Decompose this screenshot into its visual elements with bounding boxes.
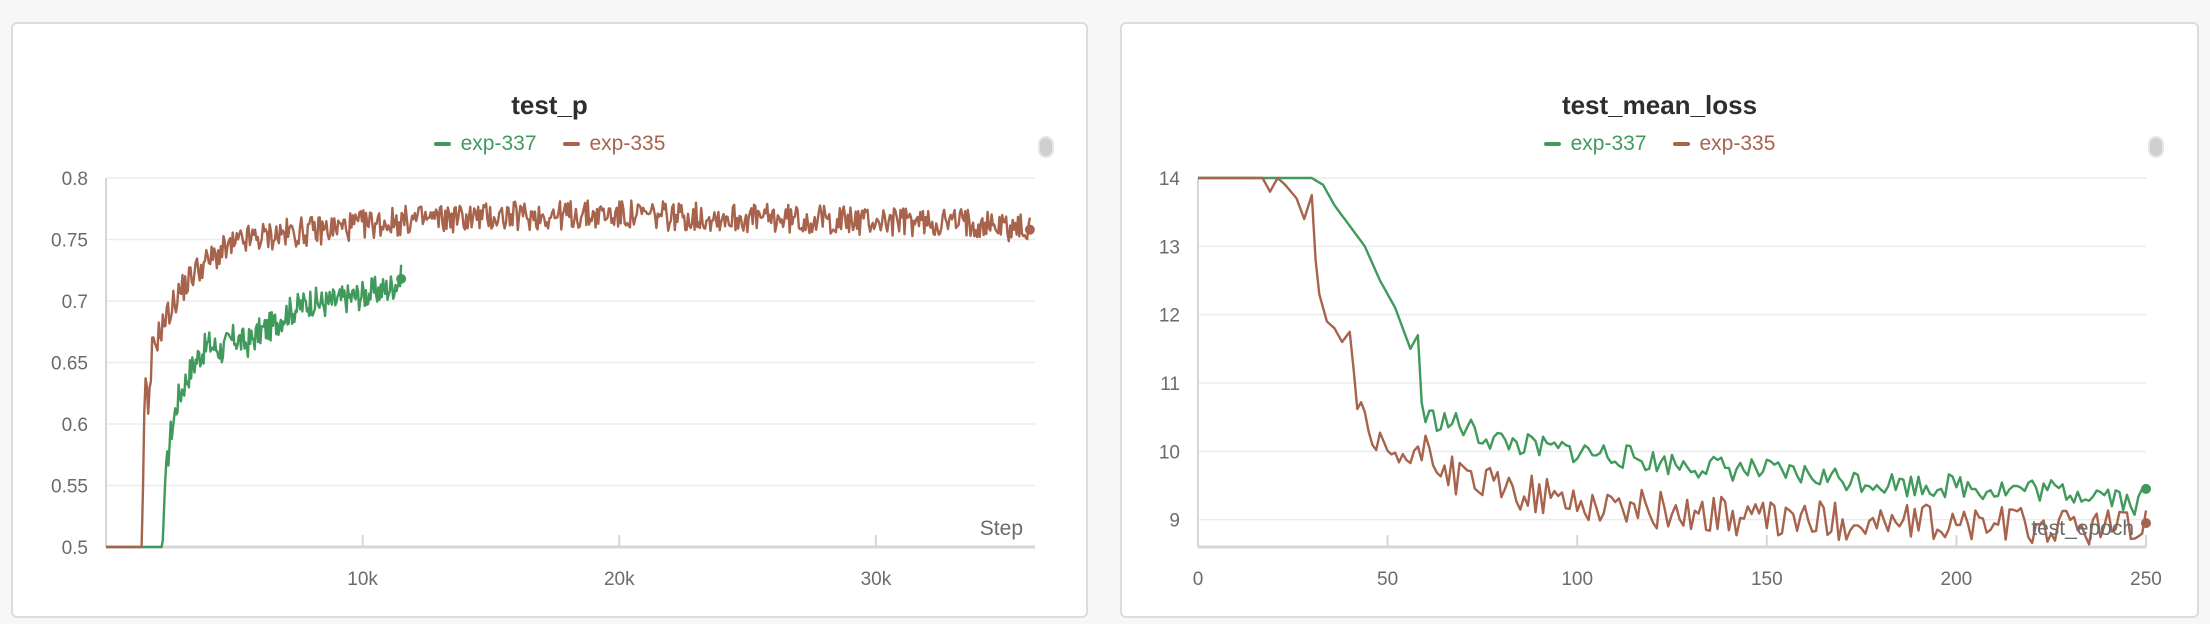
y-tick-label: 0.65 [51,354,88,375]
chart-panel-test-mean-loss[interactable]: test_mean_loss exp-337 exp-335 9 10 11 12 13… [1120,22,2199,618]
x-tick-label: 150 [1751,569,1783,590]
legend-scroll-handle[interactable] [1038,136,1054,158]
legend-label: exp-337 [1570,132,1647,155]
legend-item-exp-337[interactable]: exp-337 [433,132,537,156]
legend-item-exp-335[interactable]: exp-335 [1672,132,1776,156]
x-tick-label: 250 [2130,569,2162,590]
x-axis-label: test_epoch [2031,517,2134,540]
legend-swatch-exp-337 [433,142,451,146]
x-tick-label: 100 [1561,569,1593,590]
series-end-point-exp-335 [2141,518,2151,529]
y-tick-label: 0.75 [51,231,88,252]
x-tick-label: 0 [1193,569,1204,590]
series-end-point-exp-337 [396,273,407,284]
y-tick-label: 0.7 [62,292,88,313]
legend-scroll-handle[interactable] [2148,136,2164,158]
y-tick-label: 10 [1159,442,1180,463]
series-line-exp-335 [1198,176,2148,546]
legend-item-exp-337[interactable]: exp-337 [1543,132,1647,156]
x-tick-label: 10k [347,569,378,590]
chart-panel-test-p[interactable]: test_p exp-337 exp-335 0.5 0.55 0.6 0.65 0.7… [11,22,1088,618]
y-tick-label: 0.55 [51,477,88,498]
legend-item-exp-335[interactable]: exp-335 [562,132,666,156]
x-tick-label: 50 [1377,569,1398,590]
series-end-point-exp-337 [2141,483,2151,494]
y-tick-label: 13 [1159,237,1180,258]
chart-legend: exp-337 exp-335 [13,132,1086,156]
chart-legend: exp-337 exp-335 [1122,132,2197,156]
x-axis-label: Step [980,517,1023,540]
line-chart-test-p[interactable]: 0.5 0.55 0.6 0.65 0.7 0.75 0.8 10k 20k 30k Step [13,24,1088,618]
legend-label: exp-337 [460,132,537,155]
y-tick-label: 0.6 [62,415,88,436]
chart-title: test_p [511,90,588,120]
line-chart-test-mean-loss[interactable]: 9 10 11 12 13 14 0 50 100 150 200 250 test_epoch [1122,24,2199,618]
y-tick-label: 0.8 [62,169,88,190]
x-tick-label: 200 [1941,569,1973,590]
series-line-exp-337 [105,264,403,549]
series-line-exp-335 [106,199,1032,549]
x-tick-label: 30k [861,569,892,590]
legend-label: exp-335 [1699,132,1776,155]
y-tick-label: 11 [1160,374,1180,395]
y-tick-label: 14 [1159,169,1181,190]
series-end-point-exp-335 [1024,224,1035,235]
series-line-exp-337 [1198,176,2147,516]
legend-swatch-exp-337 [1543,142,1561,146]
chart-title: test_mean_loss [1561,90,1758,120]
x-tick-label: 20k [604,569,635,590]
legend-swatch-exp-335 [1672,142,1690,146]
y-tick-label: 12 [1159,306,1180,327]
y-tick-label: 0.5 [62,538,88,559]
legend-label: exp-335 [589,132,666,155]
legend-swatch-exp-335 [562,142,580,146]
y-tick-label: 9 [1169,511,1180,532]
